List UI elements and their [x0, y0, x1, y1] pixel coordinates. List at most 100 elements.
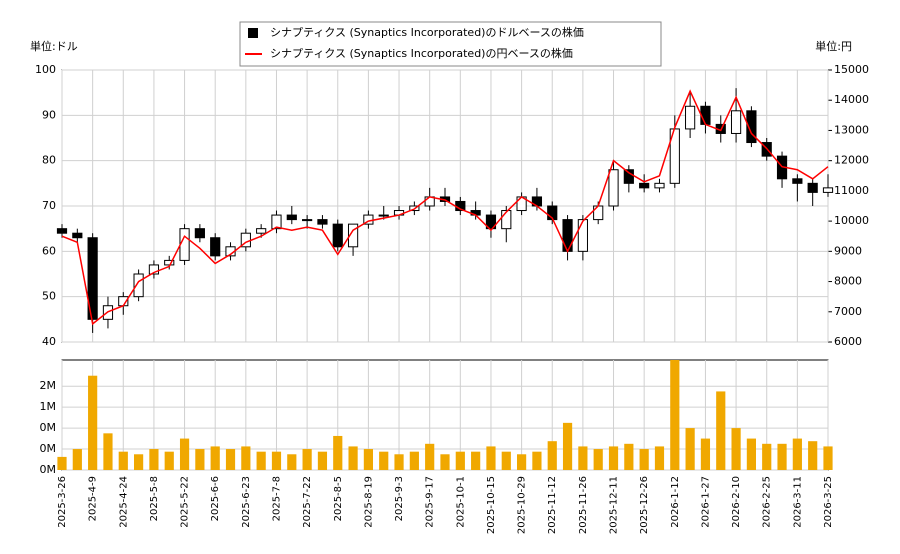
candle-body: [685, 105, 696, 130]
volume-bar: [578, 446, 588, 470]
legend-swatch: [248, 28, 258, 38]
y2-tick-label: 6000: [834, 335, 862, 348]
x-tick-label: 2025-11-12: [547, 476, 558, 534]
x-tick-label: 2025-10-1: [455, 476, 466, 528]
volume-bar: [379, 451, 389, 470]
volume-bar: [716, 391, 726, 470]
x-tick-label: 2025-11-26: [578, 476, 589, 534]
x-tick-label: 2025-4-9: [88, 476, 99, 521]
volume-bar: [134, 454, 144, 470]
volume-bar: [731, 428, 741, 470]
y-tick-label: 50: [42, 290, 56, 303]
x-tick-label: 2025-3-26: [57, 476, 68, 528]
volume-bar: [471, 451, 481, 470]
y-unit-label: 単位:ドル: [30, 39, 78, 53]
volume-bar: [792, 438, 802, 470]
candle-body: [485, 214, 497, 230]
volume-bar: [608, 446, 619, 470]
candle-body: [501, 210, 512, 230]
volume-bar: [670, 360, 680, 470]
volume-bar: [348, 446, 358, 470]
volume-bar: [57, 456, 67, 470]
candle-body: [56, 228, 68, 234]
x-tick-label: 2026-2-10: [731, 476, 742, 528]
volume-bar: [746, 438, 756, 470]
volume-bar: [532, 451, 542, 470]
volume-bar: [225, 449, 236, 470]
x-tick-label: 2026-1-27: [700, 476, 711, 528]
x-tick-label: 2026-3-11: [792, 476, 803, 528]
volume-bar: [685, 428, 695, 470]
volume-panel: [61, 359, 829, 471]
volume-bar: [363, 449, 373, 470]
x-tick-label: 2025-10-15: [486, 476, 497, 534]
x-tick-label: 2025-6-23: [241, 476, 252, 528]
legend-label: シナプティクス (Synaptics Incorporated)の円ベースの株価: [270, 46, 573, 60]
volume-bar: [455, 451, 465, 470]
y2-tick-label: 12000: [834, 154, 869, 167]
y2-unit-label: 単位:円: [815, 39, 852, 53]
x-tick-label: 2025-12-11: [609, 476, 620, 534]
y2-tick-label: 13000: [834, 123, 869, 136]
volume-bar: [762, 443, 772, 470]
candle-body: [194, 228, 205, 239]
volume-bar: [517, 454, 527, 470]
volume-bar: [317, 451, 328, 470]
candle-body: [746, 110, 757, 144]
y2-tick-label: 15000: [834, 63, 869, 76]
candle-body: [317, 219, 328, 225]
volume-bar: [179, 438, 190, 470]
x-tick-label: 2026-3-25: [823, 476, 834, 528]
volume-bar: [440, 454, 450, 470]
volume-bar: [88, 375, 98, 470]
volume-bar: [164, 451, 174, 470]
volume-bar: [639, 449, 649, 470]
y-tick-label: 60: [42, 244, 56, 257]
candle-body: [807, 182, 818, 193]
volume-bar: [394, 454, 404, 470]
candle-body: [210, 237, 221, 257]
y2-tick-label: 10000: [834, 214, 869, 227]
y2-tick-label: 7000: [834, 305, 862, 318]
y-tick-label: 80: [42, 154, 56, 167]
volume-bar: [700, 438, 711, 470]
y-tick-label: 100: [35, 63, 56, 76]
candle-body: [347, 223, 359, 248]
x-tick-label: 2025-7-8: [271, 476, 282, 521]
x-tick-label: 2026-1-12: [670, 476, 681, 528]
volume-bar: [547, 441, 557, 470]
x-tick-label: 2025-6-6: [210, 476, 221, 521]
volume-bar: [241, 446, 251, 470]
x-tick-label: 2025-9-17: [425, 476, 436, 528]
x-tick-label: 2025-8-5: [333, 476, 344, 521]
candle-body: [654, 182, 665, 189]
volume-tick-label: 0M: [40, 442, 57, 455]
candle-body: [822, 187, 834, 193]
candle-body: [271, 214, 282, 230]
candle-body: [639, 182, 650, 189]
candle-body: [593, 205, 604, 221]
volume-bar: [823, 446, 833, 470]
volume-bar: [562, 422, 573, 470]
volume-bar: [593, 449, 603, 470]
y2-tick-label: 8000: [834, 275, 862, 288]
volume-bar: [808, 441, 818, 470]
volume-bar: [72, 449, 82, 470]
volume-bar: [425, 443, 435, 470]
volume-bar: [409, 451, 419, 470]
candle-body: [256, 228, 267, 234]
volume-tick-label: 0M: [40, 463, 57, 476]
candle-body: [148, 264, 160, 275]
candle-body: [700, 105, 711, 125]
x-tick-label: 2025-5-8: [149, 476, 160, 521]
yen-line: [61, 89, 829, 326]
candle-body: [133, 273, 144, 298]
volume-bar: [302, 449, 312, 470]
x-tick-label: 2025-12-26: [639, 476, 650, 534]
y2-tick-label: 9000: [834, 244, 862, 257]
volume-bar: [271, 451, 282, 470]
x-tick-label: 2026-2-25: [762, 476, 773, 528]
x-tick-label: 2025-8-19: [363, 476, 374, 528]
y2-tick-label: 11000: [834, 184, 869, 197]
